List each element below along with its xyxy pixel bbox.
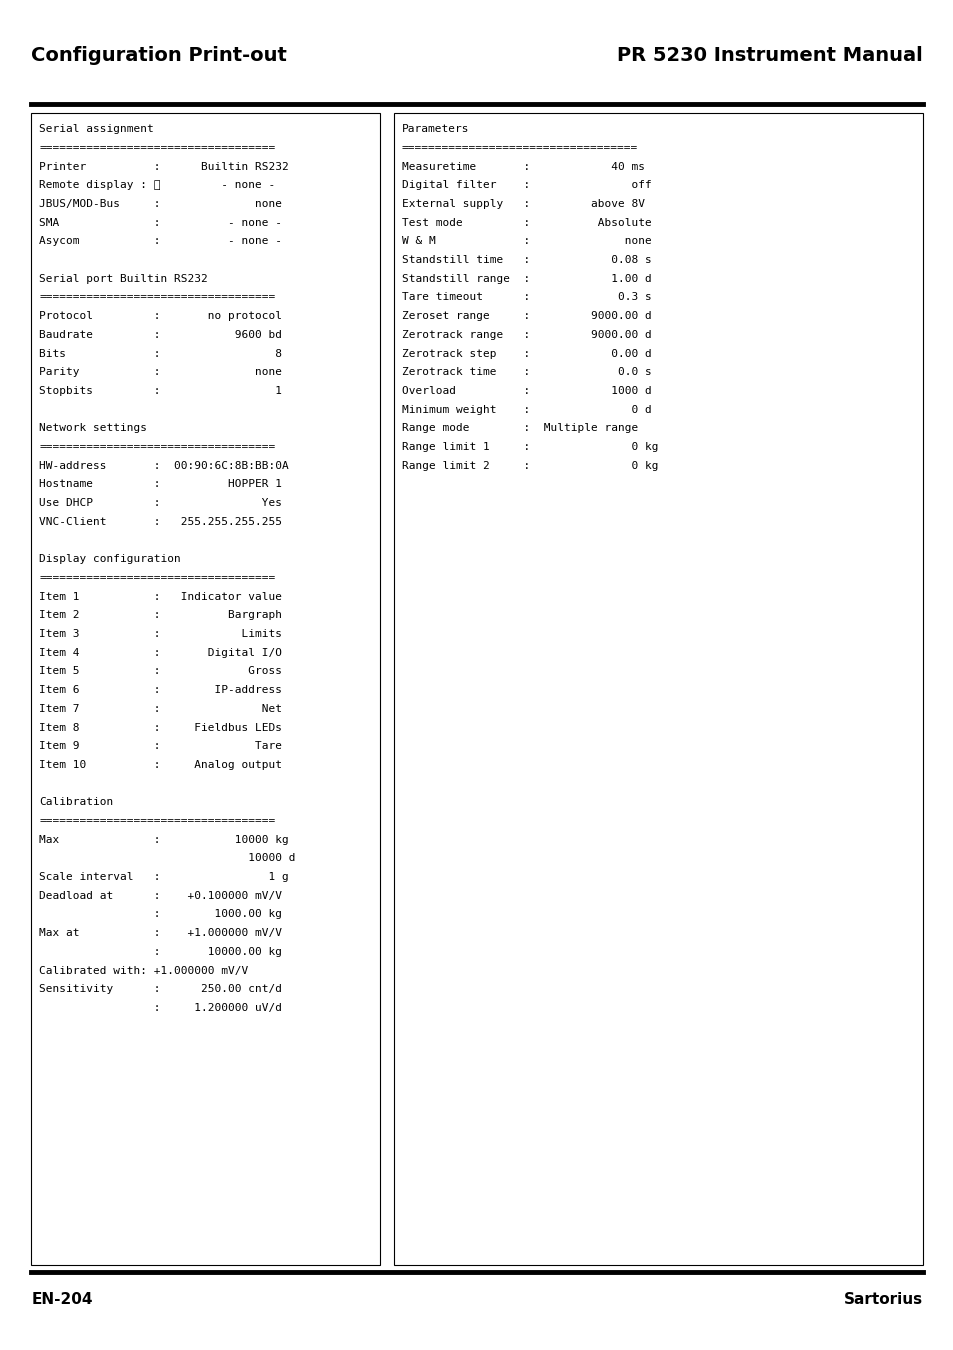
Text: Item 7           :               Net: Item 7 : Net (39, 703, 282, 714)
Text: ===================================: =================================== (39, 815, 275, 826)
Text: Scale interval   :                1 g: Scale interval : 1 g (39, 872, 289, 882)
Text: Item 8           :     Fieldbus LEDs: Item 8 : Fieldbus LEDs (39, 722, 282, 733)
Text: Sensitivity      :      250.00 cnt/d: Sensitivity : 250.00 cnt/d (39, 984, 282, 995)
Text: PR 5230 Instrument Manual: PR 5230 Instrument Manual (617, 46, 922, 65)
Text: EN-204: EN-204 (31, 1292, 92, 1307)
Text: Item 9           :              Tare: Item 9 : Tare (39, 741, 282, 751)
Text: JBUS/MOD-Bus     :              none: JBUS/MOD-Bus : none (39, 198, 282, 209)
Text: Calibrated with: +1.000000 mV/V: Calibrated with: +1.000000 mV/V (39, 965, 248, 976)
Text: Use DHCP         :               Yes: Use DHCP : Yes (39, 498, 282, 508)
Text: Parameters: Parameters (401, 124, 469, 134)
Text: :     1.200000 uV/d: : 1.200000 uV/d (39, 1003, 282, 1012)
Text: Measuretime       :            40 ms: Measuretime : 40 ms (401, 162, 644, 171)
Text: Range limit 2     :               0 kg: Range limit 2 : 0 kg (401, 460, 658, 471)
Text: Remote display : 	         - none -: Remote display : - none - (39, 181, 275, 190)
Text: Item 10          :     Analog output: Item 10 : Analog output (39, 760, 282, 770)
Text: Sartorius: Sartorius (842, 1292, 922, 1307)
FancyBboxPatch shape (394, 113, 922, 1265)
Text: Test mode         :          Absolute: Test mode : Absolute (401, 217, 651, 228)
Text: Zerotrack range   :         9000.00 d: Zerotrack range : 9000.00 d (401, 329, 651, 340)
Text: Max              :           10000 kg: Max : 10000 kg (39, 834, 289, 845)
Text: :        1000.00 kg: : 1000.00 kg (39, 910, 282, 919)
Text: W & M             :              none: W & M : none (401, 236, 651, 247)
Text: External supply   :         above 8V: External supply : above 8V (401, 198, 644, 209)
Text: ===================================: =================================== (39, 293, 275, 302)
Text: Display configuration: Display configuration (39, 555, 181, 564)
Text: Range limit 1     :               0 kg: Range limit 1 : 0 kg (401, 441, 658, 452)
Text: Parity           :              none: Parity : none (39, 367, 282, 377)
Text: Deadload at      :    +0.100000 mV/V: Deadload at : +0.100000 mV/V (39, 891, 282, 900)
Text: Digital filter    :               off: Digital filter : off (401, 181, 651, 190)
Text: ===================================: =================================== (39, 441, 275, 452)
Text: Zeroset range     :         9000.00 d: Zeroset range : 9000.00 d (401, 312, 651, 321)
Text: Protocol         :       no protocol: Protocol : no protocol (39, 312, 282, 321)
Text: Zerotrack step    :            0.00 d: Zerotrack step : 0.00 d (401, 348, 651, 359)
Text: Serial assignment: Serial assignment (39, 124, 153, 134)
Text: Configuration Print-out: Configuration Print-out (31, 46, 287, 65)
Text: Calibration: Calibration (39, 798, 113, 807)
Text: Stopbits         :                 1: Stopbits : 1 (39, 386, 282, 396)
Text: ===================================: =================================== (39, 143, 275, 153)
Text: Item 5           :             Gross: Item 5 : Gross (39, 667, 282, 676)
Text: VNC-Client       :   255.255.255.255: VNC-Client : 255.255.255.255 (39, 517, 282, 526)
Text: ===================================: =================================== (39, 572, 275, 583)
Text: Max at           :    +1.000000 mV/V: Max at : +1.000000 mV/V (39, 929, 282, 938)
Text: :       10000.00 kg: : 10000.00 kg (39, 946, 282, 957)
Text: Item 6           :        IP-address: Item 6 : IP-address (39, 684, 282, 695)
Text: Zerotrack time    :             0.0 s: Zerotrack time : 0.0 s (401, 367, 651, 377)
Text: Overload          :            1000 d: Overload : 1000 d (401, 386, 651, 396)
Text: Tare timeout      :             0.3 s: Tare timeout : 0.3 s (401, 293, 651, 302)
Text: Network settings: Network settings (39, 424, 147, 433)
Text: 10000 d: 10000 d (39, 853, 295, 864)
Text: Bits             :                 8: Bits : 8 (39, 348, 282, 359)
Text: SMA              :          - none -: SMA : - none - (39, 217, 282, 228)
Text: Standstill range  :            1.00 d: Standstill range : 1.00 d (401, 274, 651, 284)
Text: Item 4           :       Digital I/O: Item 4 : Digital I/O (39, 648, 282, 657)
Text: Item 1           :   Indicator value: Item 1 : Indicator value (39, 591, 282, 602)
Text: HW-address       :  00:90:6C:8B:BB:0A: HW-address : 00:90:6C:8B:BB:0A (39, 460, 289, 471)
Text: Standstill time   :            0.08 s: Standstill time : 0.08 s (401, 255, 651, 265)
FancyBboxPatch shape (31, 113, 379, 1265)
Text: ===================================: =================================== (401, 143, 638, 153)
Text: Item 2           :          Bargraph: Item 2 : Bargraph (39, 610, 282, 621)
Text: Printer          :      Builtin RS232: Printer : Builtin RS232 (39, 162, 289, 171)
Text: Baudrate         :           9600 bd: Baudrate : 9600 bd (39, 329, 282, 340)
Text: Serial port Builtin RS232: Serial port Builtin RS232 (39, 274, 208, 284)
Text: Hostname         :          HOPPER 1: Hostname : HOPPER 1 (39, 479, 282, 490)
Text: Asycom           :          - none -: Asycom : - none - (39, 236, 282, 247)
Text: Minimum weight    :               0 d: Minimum weight : 0 d (401, 405, 651, 414)
Text: Range mode        :  Multiple range: Range mode : Multiple range (401, 424, 638, 433)
Text: Item 3           :            Limits: Item 3 : Limits (39, 629, 282, 639)
